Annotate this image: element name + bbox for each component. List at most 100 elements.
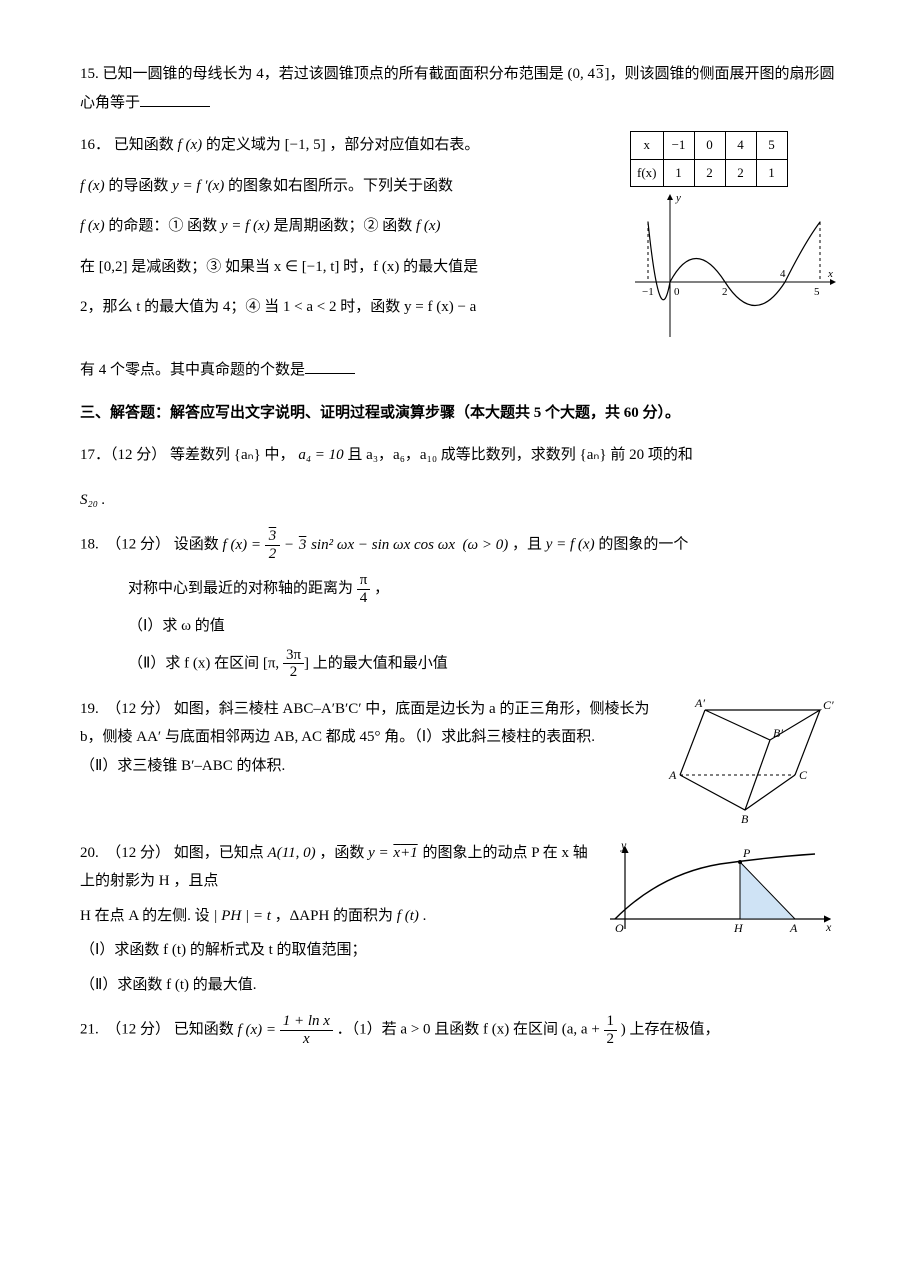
q16-tbl-r1c2: −1 [663, 132, 694, 160]
q20-ph: | PH | = t [213, 908, 271, 924]
q20-text-b: ，函数 [319, 845, 364, 861]
q16-fx-1: f (x) [178, 137, 203, 153]
q16-text-col: 16． 已知函数 f (x) 的定义域为 [−1, 5] ，部分对应值如右表。 … [80, 131, 620, 322]
q16-deriv: y = f ′(x) [172, 178, 224, 194]
section-3-header: 三、解答题：解答应写出文字说明、证明过程或演算步骤（本大题共 5 个大题，共 6… [80, 399, 840, 428]
q18-line2: 对称中心到最近的对称轴的距离为 π4 ， [80, 572, 840, 606]
q16-graph: −1 0 2 4 5 x y [630, 187, 840, 342]
q15-blank [140, 91, 210, 107]
q16-tbl-r2c3: 2 [694, 159, 725, 187]
question-16: 16． 已知函数 f (x) 的定义域为 [−1, 5] ，部分对应值如右表。 … [80, 131, 840, 342]
svg-text:x: x [825, 920, 832, 934]
svg-text:4: 4 [780, 268, 786, 280]
q21-text-b: ．（1）若 a > 0 且函数 f (x) 在区间 (a, a + [337, 1022, 604, 1038]
q17-num: 17．（12 分） [80, 447, 166, 463]
q20-line2b: ，ΔAPH 的面积为 [275, 908, 393, 924]
svg-text:0: 0 [674, 286, 680, 298]
q17-text-a: 等差数列 {aₙ} 中， [170, 447, 295, 463]
q17-a4: a₄ = 10 [298, 447, 343, 463]
svg-text:A: A [789, 921, 798, 935]
q18-yfx: y = f (x) [546, 537, 595, 553]
question-19: 19. （12 分） 如图，斜三棱柱 ABC–A′B′C′ 中，底面是边长为 a… [80, 695, 840, 825]
q20-num: 20. （12 分） [80, 845, 170, 861]
q18-text-a: 设函数 [174, 537, 219, 553]
q16-tbl-r1c4: 4 [725, 132, 756, 160]
q16-blank [305, 358, 355, 374]
q16-num: 16． [80, 137, 110, 153]
q21-text-a: 已知函数 [174, 1022, 234, 1038]
q16-tbl-r2c1: f(x) [631, 159, 664, 187]
q18-part2: （Ⅱ）求 f (x) 在区间 [π, 3π2] 上的最大值和最小值 [80, 647, 840, 681]
q16-tbl-r1c5: 5 [756, 132, 787, 160]
svg-text:5: 5 [814, 286, 820, 298]
svg-text:B′: B′ [773, 726, 783, 740]
q16-l1a: 已知函数 [114, 137, 174, 153]
q19-part2: （Ⅱ）求三棱锥 B′–ABC 的体积. [80, 752, 655, 781]
q16-tbl-r2c4: 2 [725, 159, 756, 187]
question-15: 15. 已知一圆锥的母线长为 4，若过该圆锥顶点的所有截面面积分布范围是 (0,… [80, 60, 840, 117]
q16-l1b: 的定义域为 [206, 137, 281, 153]
svg-text:O: O [615, 921, 624, 935]
q19-text-col: 19. （12 分） 如图，斜三棱柱 ABC–A′B′C′ 中，底面是边长为 a… [80, 695, 655, 781]
q16-l3a: 的命题：① 函数 [108, 218, 217, 234]
q21-num: 21. （12 分） [80, 1022, 170, 1038]
q16-tbl-r1c1: x [631, 132, 664, 160]
question-17: 17．（12 分） 等差数列 {aₙ} 中， a₄ = 10 且 a₃，a₆，a… [80, 441, 840, 514]
q21-eqn: f (x) = 1 + ln xx [238, 1022, 337, 1038]
svg-text:H: H [733, 921, 744, 935]
q17-text-b: 且 a₃，a₆，a₁₀ 成等比数列，求数列 {aₙ} 前 20 项的和 [347, 447, 692, 463]
q16-fx-2: f (x) [80, 178, 105, 194]
q16-tbl-r2c5: 1 [756, 159, 787, 187]
svg-text:C′: C′ [823, 698, 834, 712]
q15-interval: (0, 43] [568, 66, 610, 82]
question-20: 20. （12 分） 如图，已知点 A(11, 0) ，函数 y = x+1 的… [80, 839, 840, 1000]
q16-l1c: ，部分对应值如右表。 [329, 137, 479, 153]
q20-figure: y x O P H A [600, 839, 840, 939]
svg-text:−1: −1 [642, 286, 654, 298]
q17-s20: S₂₀ . [80, 486, 840, 515]
q20-line2c: . [423, 908, 427, 924]
q16-line6: 有 4 个零点。其中真命题的个数是 [80, 362, 305, 378]
q21-text-c: ) 上存在极值， [621, 1022, 720, 1038]
q16-figure: x −1 0 4 5 f(x) 1 2 2 1 [630, 131, 840, 342]
q18-num: 18. （12 分） [80, 537, 170, 553]
q20-func: y = x+1 [368, 845, 419, 861]
svg-text:y: y [620, 839, 627, 852]
q16-l3b: 是周期函数；② 函数 [273, 218, 412, 234]
q20-text-a: 如图，已知点 [174, 845, 264, 861]
svg-text:x: x [827, 268, 833, 280]
q16-tbl-r1c3: 0 [694, 132, 725, 160]
q20-a-point: A(11, 0) [268, 845, 316, 861]
q15-text-a: 已知一圆锥的母线长为 4，若过该圆锥顶点的所有截面面积分布范围是 [103, 66, 564, 82]
q20-line2a: H 在点 A 的左侧. 设 [80, 908, 210, 924]
q16-fx-3: f (x) [80, 218, 105, 234]
q16-tbl-r2c2: 1 [663, 159, 694, 187]
q20-text-col: 20. （12 分） 如图，已知点 A(11, 0) ，函数 y = x+1 的… [80, 839, 590, 1000]
q20-part1: （Ⅰ）求函数 f (t) 的解析式及 t 的取值范围； [80, 936, 590, 965]
question-21: 21. （12 分） 已知函数 f (x) = 1 + ln xx ．（1）若 … [80, 1013, 840, 1047]
q16-domain: [−1, 5] [285, 137, 326, 153]
svg-text:A′: A′ [694, 696, 705, 710]
svg-text:y: y [675, 192, 681, 204]
q16-yfx: y = f (x) [221, 218, 270, 234]
q15-num: 15. [80, 66, 99, 82]
svg-text:P: P [742, 846, 751, 860]
svg-text:2: 2 [722, 286, 728, 298]
q18-part1: （Ⅰ）求 ω 的值 [80, 612, 840, 641]
q16-l2a: 的导函数 [108, 178, 168, 194]
svg-text:A: A [668, 768, 677, 782]
q20-ft: f (t) [397, 908, 419, 924]
q16-fx-4: f (x) [416, 218, 441, 234]
q19-figure: A′ C′ B′ A C B [665, 695, 840, 825]
q16-line5: 2，那么 t 的最大值为 4；④ 当 1 < a < 2 时，函数 y = f … [80, 293, 620, 322]
q16-table: x −1 0 4 5 f(x) 1 2 2 1 [630, 131, 788, 187]
svg-text:B: B [741, 812, 749, 825]
svg-text:C: C [799, 768, 808, 782]
q16-l2b: 的图象如右图所示。下列关于函数 [228, 178, 453, 194]
q18-eqn: f (x) = 32 − 3 sin² ωx − sin ωx cos ωx (… [223, 537, 512, 553]
q18-text-b: ，且 [512, 537, 542, 553]
q18-text-c: 的图象的一个 [598, 537, 688, 553]
q19-num: 19. （12 分） [80, 701, 170, 717]
q16-conclusion: 有 4 个零点。其中真命题的个数是 [80, 356, 840, 385]
question-18: 18. （12 分） 设函数 f (x) = 32 − 3 sin² ωx − … [80, 528, 840, 681]
